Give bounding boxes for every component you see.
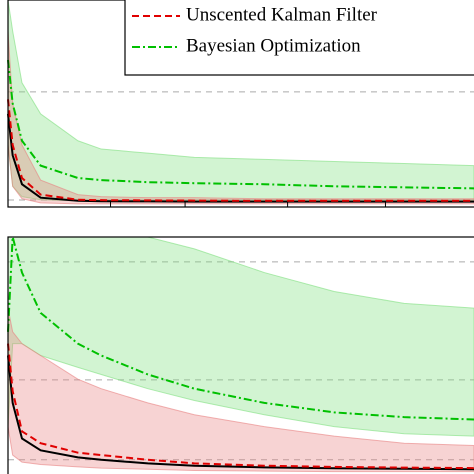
plot [7,236,474,474]
series-line [7,99,474,202]
series-line [7,236,474,421]
axes-frame [7,236,474,474]
legend-label: Bayesian Optimization [186,35,361,56]
series-line [7,355,474,471]
legend-box [124,0,474,76]
legend-label: Unscented Kalman Filter [186,4,378,25]
band [7,308,474,473]
plot [7,0,474,208]
series-line [7,59,474,190]
axes-frame [7,0,474,208]
band [7,0,474,202]
band [7,31,474,205]
series-line [7,343,474,470]
legend: Unscented Kalman Filter Bayesian Optimiza… [124,0,474,76]
